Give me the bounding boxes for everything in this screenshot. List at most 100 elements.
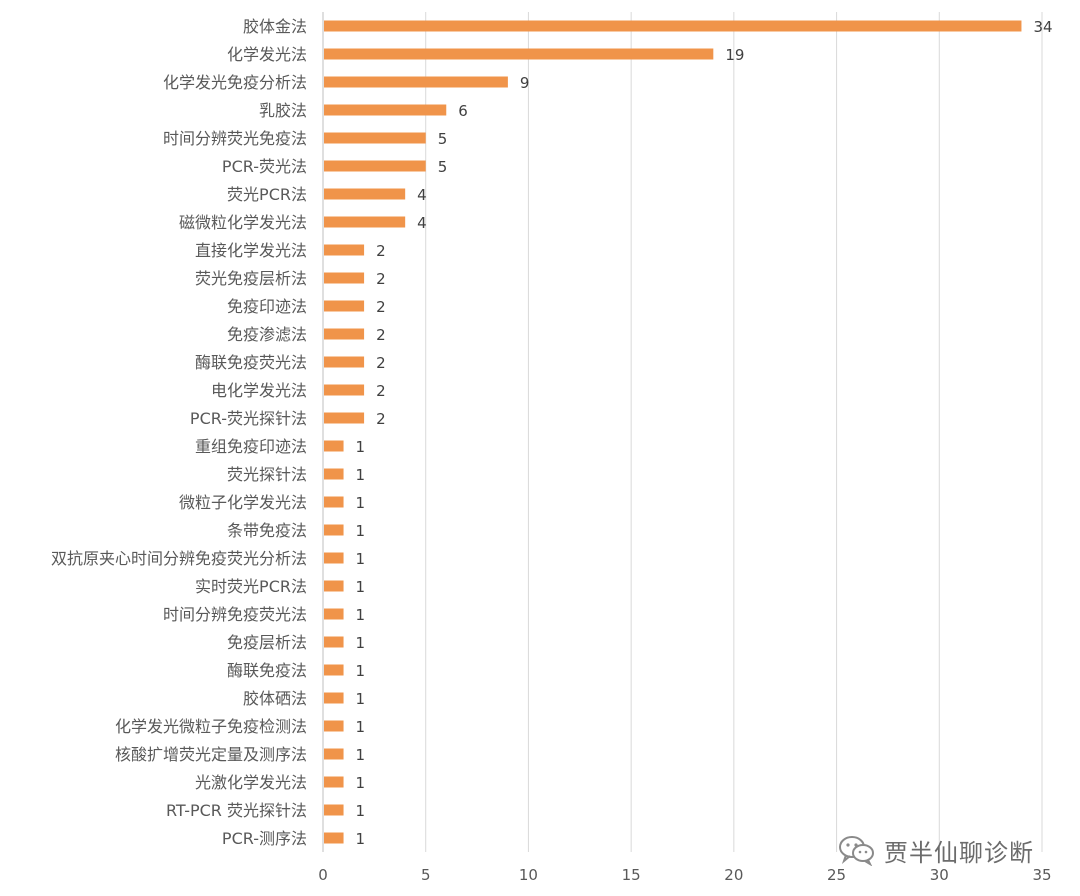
bar bbox=[324, 412, 365, 424]
category-label: 磁微粒化学发光法 bbox=[179, 213, 307, 232]
data-label: 1 bbox=[356, 606, 366, 624]
data-label: 1 bbox=[356, 774, 366, 792]
data-label: 6 bbox=[458, 102, 468, 120]
data-label: 2 bbox=[376, 326, 386, 344]
data-label: 2 bbox=[376, 354, 386, 372]
bar bbox=[324, 692, 344, 704]
category-label: 荧光PCR法 bbox=[227, 185, 307, 204]
bar bbox=[324, 188, 406, 200]
category-label: 化学发光微粒子免疫检测法 bbox=[115, 717, 307, 736]
data-label: 2 bbox=[376, 382, 386, 400]
category-label: 酶联免疫法 bbox=[227, 661, 307, 680]
data-label: 1 bbox=[356, 718, 366, 736]
category-label: PCR-测序法 bbox=[222, 829, 307, 848]
x-tick-label: 10 bbox=[519, 866, 538, 884]
category-label: 直接化学发光法 bbox=[195, 241, 307, 260]
x-tick-label: 35 bbox=[1032, 866, 1051, 884]
bar bbox=[324, 608, 344, 620]
category-label: 化学发光免疫分析法 bbox=[163, 73, 307, 92]
bar bbox=[324, 328, 365, 340]
data-label: 1 bbox=[356, 578, 366, 596]
bar bbox=[324, 832, 344, 844]
data-label: 1 bbox=[356, 690, 366, 708]
data-label: 4 bbox=[417, 214, 427, 232]
watermark: 贾半仙聊诊断 bbox=[838, 830, 1034, 870]
bar bbox=[324, 580, 344, 592]
bar bbox=[324, 804, 344, 816]
data-label: 9 bbox=[520, 74, 530, 92]
data-label: 1 bbox=[356, 830, 366, 848]
category-label: 实时荧光PCR法 bbox=[195, 577, 307, 596]
bar bbox=[324, 216, 406, 228]
category-label: 荧光免疫层析法 bbox=[195, 269, 307, 288]
bar bbox=[324, 76, 508, 88]
bar bbox=[324, 468, 344, 480]
data-label: 5 bbox=[438, 158, 448, 176]
category-label: 胶体金法 bbox=[243, 17, 307, 36]
bar bbox=[324, 160, 426, 172]
data-label: 2 bbox=[376, 298, 386, 316]
category-label: 化学发光法 bbox=[227, 45, 307, 64]
x-tick-label: 15 bbox=[622, 866, 641, 884]
bar bbox=[324, 356, 365, 368]
category-label: 核酸扩增荧光定量及测序法 bbox=[115, 745, 307, 764]
data-label: 4 bbox=[417, 186, 427, 204]
category-label: 条带免疫法 bbox=[227, 521, 307, 540]
category-label: 时间分辨荧光免疫法 bbox=[163, 129, 307, 148]
data-label: 1 bbox=[356, 438, 366, 456]
data-label: 1 bbox=[356, 802, 366, 820]
data-label: 19 bbox=[725, 46, 744, 64]
category-label: 重组免疫印迹法 bbox=[195, 437, 307, 456]
category-label: 电化学发光法 bbox=[211, 381, 307, 400]
x-tick-label: 25 bbox=[827, 866, 846, 884]
bar bbox=[324, 552, 344, 564]
category-label: 微粒子化学发光法 bbox=[179, 493, 307, 512]
bar bbox=[324, 748, 344, 760]
bar bbox=[324, 496, 344, 508]
bar bbox=[324, 636, 344, 648]
bar bbox=[324, 48, 714, 60]
data-label: 1 bbox=[356, 662, 366, 680]
bar bbox=[324, 20, 1022, 32]
x-tick-label: 5 bbox=[421, 866, 431, 884]
category-label: PCR-荧光探针法 bbox=[190, 409, 307, 428]
data-label: 1 bbox=[356, 466, 366, 484]
category-label: 荧光探针法 bbox=[227, 465, 307, 484]
bar bbox=[324, 524, 344, 536]
data-label: 2 bbox=[376, 270, 386, 288]
x-tick-label: 20 bbox=[724, 866, 743, 884]
wechat-icon bbox=[839, 836, 874, 866]
data-label: 1 bbox=[356, 634, 366, 652]
category-label: 酶联免疫荧光法 bbox=[195, 353, 307, 372]
category-label: 免疫层析法 bbox=[227, 633, 307, 652]
data-label: 1 bbox=[356, 494, 366, 512]
x-tick-label: 0 bbox=[318, 866, 328, 884]
bar bbox=[324, 244, 365, 256]
bar bbox=[324, 300, 365, 312]
category-label: 免疫渗滤法 bbox=[227, 325, 307, 344]
category-label: 双抗原夹心时间分辨免疫荧光分析法 bbox=[51, 549, 307, 568]
bar bbox=[324, 440, 344, 452]
bar bbox=[324, 720, 344, 732]
data-label: 2 bbox=[376, 242, 386, 260]
bar bbox=[324, 776, 344, 788]
watermark-text: 贾半仙聊诊断 bbox=[884, 838, 1034, 867]
category-label: 免疫印迹法 bbox=[227, 297, 307, 316]
category-label: PCR-荧光法 bbox=[222, 157, 307, 176]
data-label: 1 bbox=[356, 746, 366, 764]
data-label: 1 bbox=[356, 522, 366, 540]
data-label: 5 bbox=[438, 130, 448, 148]
category-label: 光激化学发光法 bbox=[195, 773, 307, 792]
category-label: 时间分辨免疫荧光法 bbox=[163, 605, 307, 624]
bar bbox=[324, 104, 447, 116]
category-label: 乳胶法 bbox=[259, 101, 307, 120]
bar bbox=[324, 272, 365, 284]
bar bbox=[324, 664, 344, 676]
data-label: 1 bbox=[356, 550, 366, 568]
bar bbox=[324, 132, 426, 144]
bar bbox=[324, 384, 365, 396]
data-label: 34 bbox=[1033, 18, 1052, 36]
category-label: RT-PCR 荧光探针法 bbox=[166, 801, 307, 820]
category-label: 胶体硒法 bbox=[243, 689, 307, 708]
